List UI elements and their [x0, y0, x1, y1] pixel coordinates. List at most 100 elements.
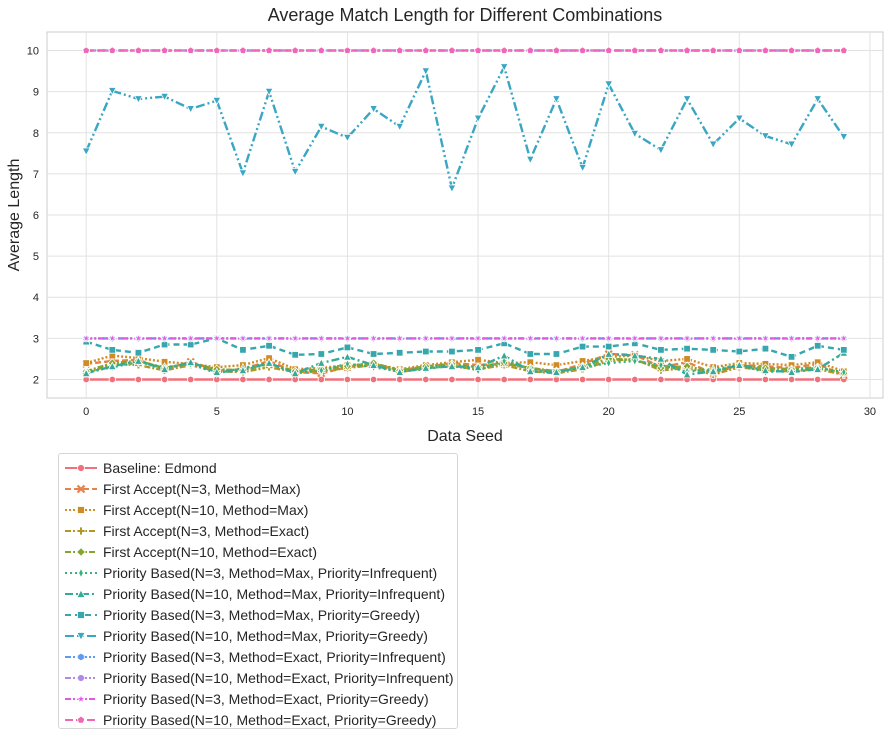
data-point	[263, 332, 275, 344]
data-point	[707, 332, 719, 344]
legend-entry: First Accept(N=10, Method=Exact)	[59, 541, 317, 562]
data-point	[708, 140, 718, 150]
data-point	[106, 332, 118, 344]
data-point	[318, 365, 324, 376]
legend-label: First Accept(N=3, Method=Max)	[103, 480, 301, 497]
data-point	[787, 353, 796, 361]
legend-label: Priority Based(N=3, Method=Exact, Priori…	[103, 648, 446, 665]
data-point	[709, 46, 718, 54]
data-point	[735, 347, 744, 356]
data-point	[474, 375, 482, 384]
data-point	[239, 346, 247, 354]
data-point	[655, 332, 667, 344]
data-point	[813, 364, 823, 373]
data-point	[447, 46, 456, 54]
legend-entry: Priority Based(N=10, Method=Exact, Prior…	[59, 667, 454, 688]
data-point	[448, 375, 456, 384]
data-point	[421, 363, 431, 372]
data-point	[787, 140, 797, 150]
data-point	[578, 362, 588, 371]
data-point	[473, 362, 483, 371]
data-point	[812, 332, 824, 344]
data-point	[813, 375, 822, 384]
data-point	[682, 369, 692, 379]
data-point	[681, 332, 693, 344]
data-point	[683, 46, 692, 54]
legend-swatch	[65, 673, 97, 682]
legend-label: Priority Based(N=3, Method=Exact, Priori…	[103, 690, 429, 707]
data-point	[317, 375, 326, 384]
data-point	[631, 375, 639, 384]
data-point	[656, 354, 666, 363]
data-point	[760, 132, 770, 141]
y-tick-label: 8	[33, 128, 39, 140]
legend-swatch	[65, 463, 97, 472]
series-line-7	[85, 351, 845, 376]
series-markers	[80, 46, 850, 384]
data-point	[343, 343, 352, 352]
data-point	[186, 105, 196, 114]
data-point	[81, 368, 91, 378]
data-point	[211, 332, 223, 344]
legend-swatch	[65, 505, 97, 514]
legend-label: First Accept(N=3, Method=Exact)	[103, 522, 310, 539]
data-point	[134, 46, 143, 54]
data-point	[77, 673, 85, 682]
data-point	[76, 631, 86, 641]
x-tick-label: 25	[733, 406, 745, 418]
data-point	[421, 46, 430, 54]
data-point	[524, 332, 536, 344]
data-point	[82, 359, 90, 367]
data-point	[264, 358, 274, 367]
data-point	[342, 352, 352, 361]
data-point	[733, 332, 745, 344]
y-tick-label: 6	[33, 210, 39, 222]
data-point	[395, 46, 404, 54]
y-tick-label: 7	[33, 169, 39, 181]
data-point	[369, 350, 378, 358]
data-point	[212, 367, 222, 376]
data-point	[604, 342, 613, 351]
data-point	[551, 95, 561, 104]
data-point	[682, 95, 692, 104]
data-point	[108, 375, 117, 384]
data-point	[447, 361, 457, 371]
data-point	[839, 46, 848, 54]
legend-entry: First Accept(N=3, Method=Exact)	[59, 520, 309, 541]
data-point	[344, 358, 351, 370]
data-point	[185, 332, 197, 344]
data-point	[368, 332, 380, 344]
data-point	[395, 367, 405, 376]
data-point	[134, 349, 143, 357]
data-point	[656, 146, 666, 155]
data-point	[526, 46, 535, 54]
series-line-3	[85, 354, 845, 373]
legend-swatch	[65, 484, 97, 493]
legend-swatch	[65, 588, 97, 598]
data-point	[186, 375, 195, 384]
x-tick-label: 20	[603, 406, 615, 418]
data-point	[787, 46, 796, 54]
data-point	[500, 46, 509, 54]
legend-entry: Baseline: Edmond	[59, 457, 217, 478]
legend-entry: First Accept(N=10, Method=Max)	[59, 499, 308, 520]
data-point	[78, 567, 84, 578]
data-point	[708, 366, 718, 376]
data-point	[159, 332, 171, 344]
legend-swatch	[65, 526, 97, 535]
data-point	[759, 332, 771, 344]
x-tick-label: 15	[472, 406, 484, 418]
data-point	[630, 46, 639, 54]
data-point	[841, 366, 847, 378]
y-tick-label: 9	[33, 87, 39, 99]
data-point	[160, 364, 170, 373]
series-line-8	[85, 337, 844, 359]
y-tick-label: 2	[33, 374, 39, 386]
data-point	[838, 332, 850, 344]
data-point	[212, 46, 221, 54]
data-point	[317, 350, 326, 358]
series-markers-9	[81, 63, 849, 194]
data-point	[604, 349, 614, 358]
data-point	[709, 346, 717, 354]
data-point	[578, 375, 587, 384]
